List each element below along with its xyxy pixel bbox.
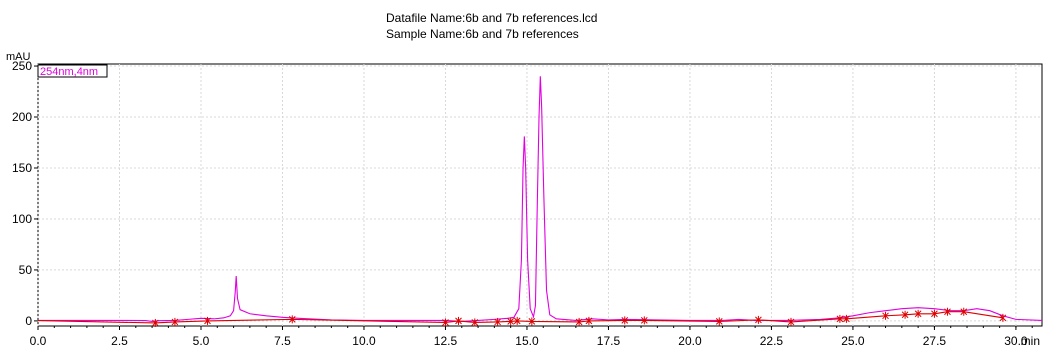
peak-marker	[931, 309, 938, 318]
peak-marker	[901, 310, 909, 319]
x-tick-label: 30.0	[1004, 334, 1028, 348]
peak-marker	[836, 314, 844, 323]
peak-marker	[288, 315, 296, 324]
series-line	[37, 311, 1003, 324]
y-axis-label: mAU	[6, 51, 31, 63]
legend-box	[37, 64, 108, 78]
peak-marker	[960, 307, 968, 316]
peak-marker	[944, 307, 951, 316]
y-tick-label: 250	[12, 59, 32, 73]
peak-marker	[507, 317, 515, 326]
y-tick-label: 100	[12, 212, 32, 226]
peak-marker	[999, 313, 1007, 322]
peak-marker	[640, 316, 648, 325]
peak-marker	[715, 317, 723, 326]
x-tick-label: 12.5	[434, 334, 458, 348]
x-tick-label: 0.0	[30, 334, 47, 348]
y-tick-label: 0	[25, 314, 32, 328]
chromatogram-header: Datafile Name:6b and 7b references.lcd S…	[386, 10, 597, 42]
legend: 254nm,4nm	[37, 64, 108, 78]
y-tick-label: 50	[19, 263, 33, 277]
y-tick-label: 150	[12, 161, 32, 175]
x-tick-label: 10.0	[352, 334, 376, 348]
x-tick-label: 27.5	[923, 334, 947, 348]
peak-marker	[171, 317, 179, 326]
x-unit-label: min	[1021, 334, 1040, 348]
peak-marker	[513, 316, 521, 325]
datafile-name: Datafile Name:6b and 7b references.lcd	[386, 11, 598, 25]
x-tick-label: 2.5	[111, 334, 128, 348]
x-tick-label: 17.5	[597, 334, 621, 348]
x-tick-label: 15.0	[515, 334, 539, 348]
peak-marker	[787, 317, 795, 326]
peak-marker	[914, 309, 922, 318]
legend-label: 254nm,4nm	[40, 66, 98, 78]
x-tick-label: 20.0	[678, 334, 702, 348]
y-tick-label: 200	[12, 110, 32, 124]
x-tick-label: 5.0	[193, 334, 210, 348]
peak-marker	[455, 316, 462, 325]
peak-marker	[843, 314, 850, 323]
peak-marker	[528, 317, 536, 326]
x-tick-label: 22.5	[760, 334, 784, 348]
peak-marker	[575, 317, 583, 326]
series-line	[38, 76, 1043, 322]
peak-marker	[882, 311, 889, 320]
peak-marker	[494, 317, 501, 326]
peak-marker	[585, 316, 593, 325]
x-tick-label: 25.0	[841, 334, 865, 348]
plot-area	[37, 63, 1043, 327]
peak-marker	[755, 315, 762, 324]
peak-marker	[151, 318, 159, 327]
peak-marker	[442, 318, 449, 327]
peak-marker	[621, 316, 629, 325]
sample-name: Sample Name:6b and 7b references	[386, 27, 579, 41]
peak-marker	[471, 318, 479, 327]
peak-marker	[204, 316, 211, 325]
x-tick-label: 7.5	[274, 334, 291, 348]
